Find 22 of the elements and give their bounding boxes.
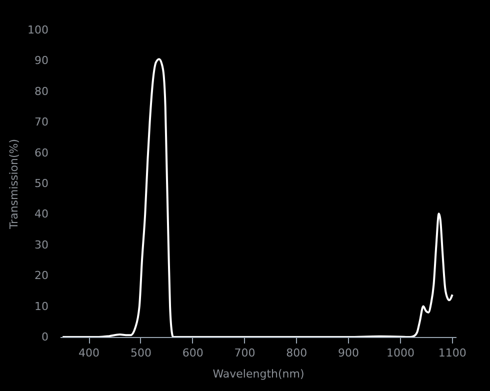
x-tick-label: 900 xyxy=(338,346,360,360)
x-tick-label: 400 xyxy=(78,346,100,360)
x-tick-label: 600 xyxy=(182,346,204,360)
y-tick-label: 0 xyxy=(42,330,48,344)
y-tick-label: 80 xyxy=(34,84,48,98)
x-tick-label: 500 xyxy=(130,346,152,360)
x-tick-label: 1100 xyxy=(438,346,466,360)
y-tick-label: 100 xyxy=(28,24,48,36)
y-tick-label: 30 xyxy=(34,238,48,252)
line-series xyxy=(62,58,454,337)
x-tick-label: 800 xyxy=(286,346,308,360)
x-tick-label: 700 xyxy=(234,346,256,360)
x-axis-title: Wavelength(nm) xyxy=(212,368,304,380)
y-tick-label: 60 xyxy=(34,146,48,160)
y-tick-label: 20 xyxy=(34,269,48,282)
y-axis-title: Transmission(%) xyxy=(8,138,21,230)
y-tick-label: 40 xyxy=(34,208,48,221)
y-tick-label: 10 xyxy=(34,300,48,313)
x-tick-label: 1000 xyxy=(386,346,414,360)
y-tick-label: 70 xyxy=(34,116,48,129)
y-tick-label: 50 xyxy=(34,177,48,190)
y-tick-label: 90 xyxy=(34,54,48,68)
